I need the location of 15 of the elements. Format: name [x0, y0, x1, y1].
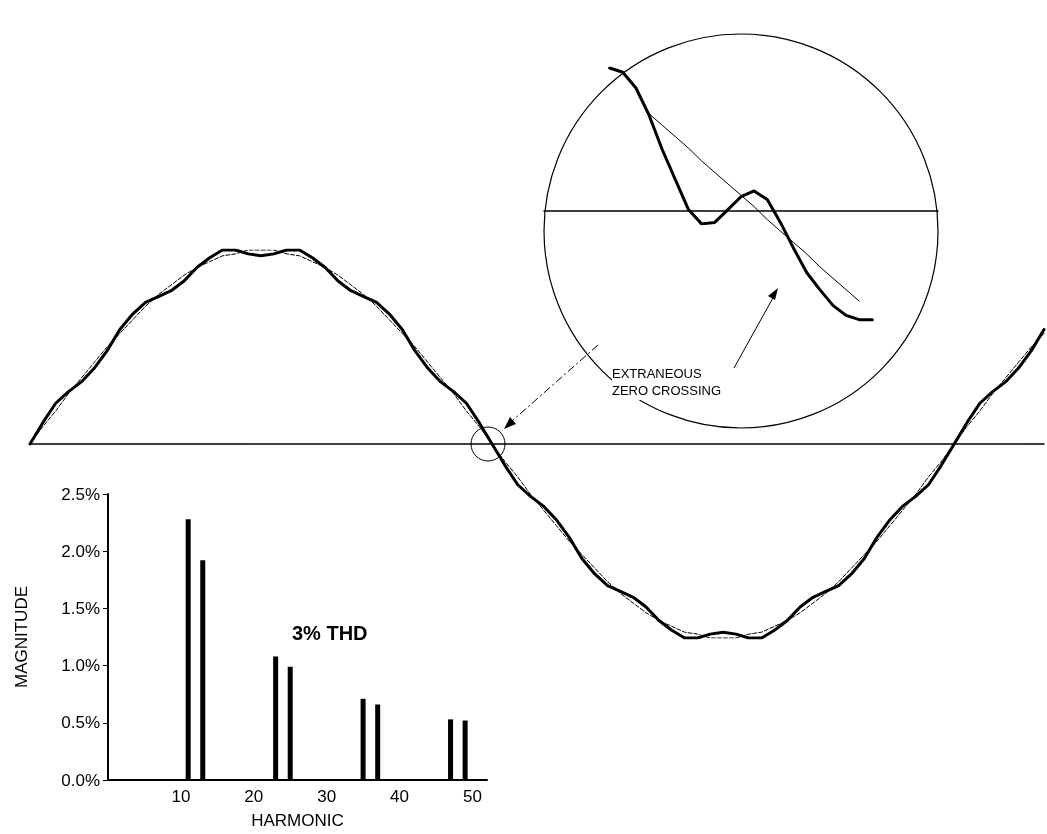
- x-tick-label: 30: [317, 787, 337, 806]
- y-tick-label: 0.0%: [61, 770, 100, 790]
- x-tick-label: 20: [244, 787, 264, 806]
- y-tick-label: 1.5%: [61, 598, 100, 618]
- x-axis-title: HARMONIC: [251, 811, 344, 830]
- annotation: EXTRANEOUS ZERO CROSSING: [612, 366, 724, 400]
- y-tick-label: 1.0%: [61, 656, 100, 676]
- x-tick-label: 50: [462, 787, 482, 806]
- y-tick-label: 2.0%: [61, 541, 100, 561]
- y-tick-label: 0.5%: [61, 713, 100, 733]
- x-tick-label: 40: [390, 787, 409, 806]
- annotation: 3% THD: [292, 621, 369, 646]
- y-tick-label: 2.5%: [61, 484, 100, 504]
- x-tick-label: 10: [171, 787, 191, 806]
- y-axis-title: MAGNITUDE: [12, 586, 31, 688]
